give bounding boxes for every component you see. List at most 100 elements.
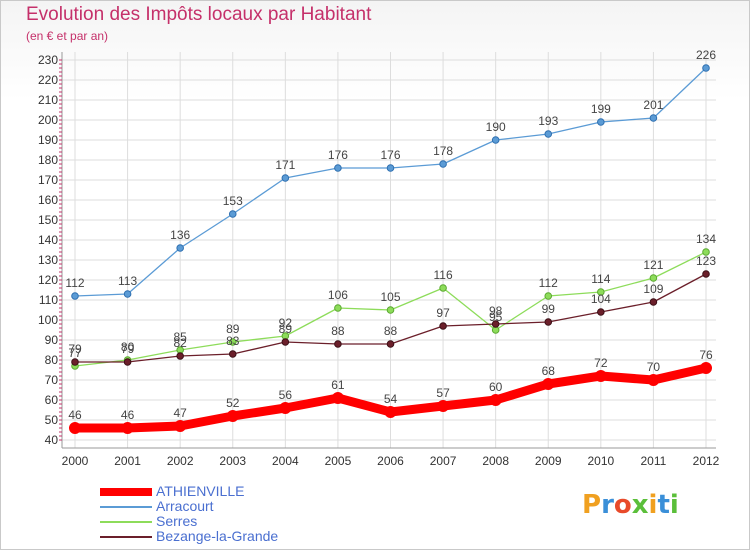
data-point [384, 406, 397, 418]
logo-letter: i [669, 490, 679, 520]
x-tick-label: 2010 [587, 454, 614, 468]
data-point [334, 304, 342, 312]
data-label: 46 [68, 408, 82, 422]
y-tick-label: 210 [38, 93, 58, 107]
x-tick-label: 2000 [62, 454, 89, 468]
data-label: 89 [279, 322, 293, 336]
data-point [334, 340, 342, 348]
x-tick-label: 2012 [693, 454, 720, 468]
logo-letter: P [582, 490, 602, 520]
data-label: 199 [591, 102, 611, 116]
data-label: 106 [328, 288, 348, 302]
x-tick-label: 2009 [535, 454, 562, 468]
legend-label: Arracourt [156, 498, 214, 514]
legend-swatch [100, 506, 152, 509]
data-point [226, 410, 239, 422]
data-label: 134 [696, 232, 716, 246]
data-label: 190 [486, 120, 506, 134]
data-label: 171 [275, 158, 295, 172]
y-tick-label: 150 [38, 213, 58, 227]
data-point [702, 248, 710, 256]
y-tick-label: 130 [38, 253, 58, 267]
data-point [281, 338, 290, 346]
x-tick-label: 2011 [641, 454, 667, 468]
legend-label: ATHIENVILLE [156, 483, 245, 499]
data-point [279, 402, 292, 414]
data-label: 116 [434, 268, 453, 282]
legend-item: ATHIENVILLE [100, 484, 278, 499]
data-point [544, 318, 553, 326]
data-labels: 112 113 136 153 171 176 176 178 190 193 199 201 226 7… [65, 48, 716, 422]
data-label: 83 [226, 334, 240, 348]
x-tick-label: 2002 [167, 454, 194, 468]
data-label: 109 [643, 282, 663, 296]
data-label: 82 [173, 336, 187, 350]
y-tick-label: 220 [38, 73, 58, 87]
data-label: 61 [331, 378, 345, 392]
data-point [491, 136, 500, 144]
data-label: 112 [539, 276, 558, 290]
data-point [69, 422, 81, 434]
y-tick-label: 170 [38, 173, 58, 187]
data-point [386, 164, 395, 172]
legend-item: Serres [100, 514, 278, 529]
data-label: 193 [538, 114, 558, 128]
data-point [597, 118, 605, 126]
data-point [121, 422, 134, 434]
grid [62, 52, 716, 448]
data-label: 77 [68, 346, 82, 360]
y-tick-label: 190 [38, 133, 58, 147]
proxiti-logo: Proxiti [582, 490, 679, 520]
data-label: 54 [384, 392, 398, 406]
data-point [542, 378, 555, 390]
data-point [331, 392, 344, 404]
data-point [700, 362, 712, 374]
data-point [702, 64, 710, 72]
data-point [334, 164, 342, 172]
data-label: 201 [643, 98, 663, 112]
data-label: 72 [594, 356, 608, 370]
logo-letter: i [648, 490, 658, 520]
data-point [594, 370, 607, 382]
data-point [544, 292, 553, 300]
data-label: 112 [65, 276, 84, 290]
data-label: 104 [591, 292, 611, 306]
data-label: 85 [173, 330, 187, 344]
logo-letter: t [657, 490, 670, 520]
data-label: 113 [118, 274, 137, 288]
data-label: 79 [68, 342, 82, 356]
data-label: 176 [380, 148, 400, 162]
data-label: 79 [121, 342, 135, 356]
x-tick-label: 2003 [219, 454, 246, 468]
data-label: 123 [696, 254, 716, 268]
data-label: 92 [279, 316, 293, 330]
data-point [71, 292, 79, 300]
data-point [174, 420, 187, 432]
x-tick-label: 2004 [272, 454, 299, 468]
data-point [71, 358, 79, 366]
y-tick-label: 230 [38, 53, 58, 67]
data-point [439, 284, 447, 292]
y-tick-label: 120 [38, 273, 58, 287]
x-tick-label: 2008 [482, 454, 509, 468]
data-label: 136 [170, 228, 190, 242]
y-tick-label: 50 [45, 413, 59, 427]
logo-letter: o [613, 490, 632, 520]
data-label: 76 [699, 348, 713, 362]
data-point [649, 114, 658, 122]
data-label: 56 [279, 388, 293, 402]
chart-subtitle: (en € et par an) [26, 29, 109, 43]
data-point [281, 174, 290, 182]
data-point [228, 210, 237, 218]
x-tick-label: 2006 [377, 454, 404, 468]
y-tick-label: 180 [38, 153, 58, 167]
legend-swatch [100, 521, 152, 524]
y-tick-label: 160 [38, 193, 58, 207]
data-point [123, 358, 132, 366]
data-label: 105 [380, 290, 400, 304]
data-point [647, 374, 660, 386]
y-tick-label: 40 [45, 433, 59, 447]
y-tick-label: 110 [39, 293, 58, 307]
data-point [439, 160, 447, 168]
